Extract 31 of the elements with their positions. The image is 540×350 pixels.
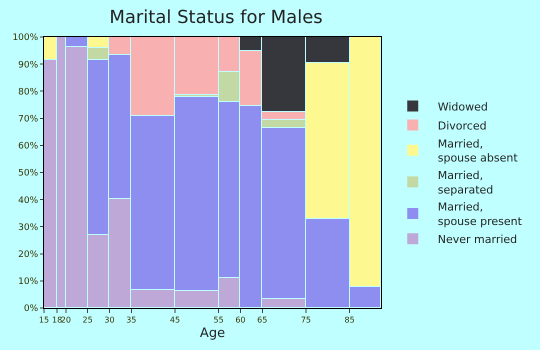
- x-tick-label: 15: [38, 316, 50, 325]
- y-tick-label: 80%: [18, 87, 39, 98]
- x-tick-label: 65: [257, 316, 268, 325]
- legend-label: Married, spouse present: [438, 200, 523, 228]
- legend-label: Divorced: [438, 119, 487, 132]
- x-axis-title: Age: [200, 326, 226, 342]
- y-tick-label: 0%: [24, 304, 39, 314]
- x-tick-label: 85: [344, 316, 355, 325]
- x-tick-label: 25: [82, 316, 93, 325]
- y-tick-label: 70%: [18, 114, 39, 124]
- y-tick-label: 40%: [18, 196, 39, 206]
- legend-label: Never married: [438, 233, 518, 246]
- x-tick-label: 75: [300, 316, 312, 325]
- x-tick-label: 30: [104, 316, 115, 325]
- x-tick-label: 45: [170, 316, 180, 325]
- x-tick-label: 18: [52, 316, 62, 325]
- legend-label: Widowed: [438, 100, 488, 114]
- legend-label: Married, separated: [438, 169, 494, 196]
- x-tick-label: 20: [60, 316, 71, 325]
- y-tick-label: 90%: [18, 60, 39, 70]
- x-tick-label: 55: [214, 316, 224, 325]
- y-tick-label: 60%: [18, 142, 39, 152]
- x-tick-label: 60: [235, 316, 246, 325]
- y-tick-label: 10%: [18, 277, 39, 288]
- chart-title: Marital Status for Males: [109, 7, 323, 28]
- x-tick-label: 35: [126, 316, 136, 325]
- legend-label: Married, spouse absent: [438, 137, 518, 165]
- y-tick-label: 30%: [18, 222, 39, 233]
- y-tick-label: 50%: [18, 168, 39, 179]
- y-tick-label: 20%: [18, 250, 39, 260]
- y-tick-label: 100%: [12, 33, 39, 44]
